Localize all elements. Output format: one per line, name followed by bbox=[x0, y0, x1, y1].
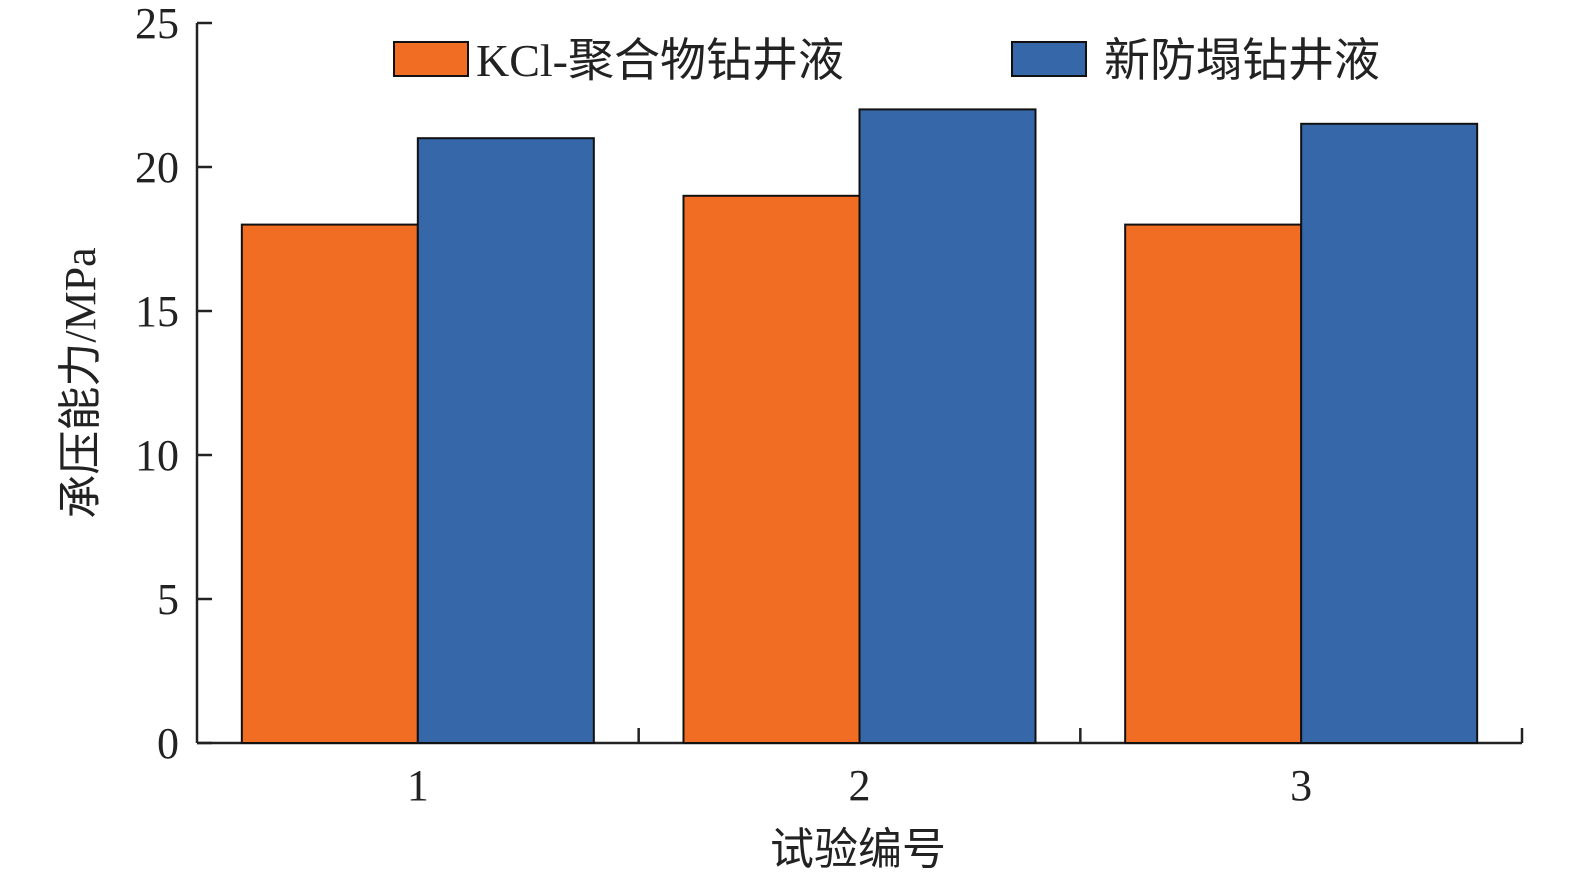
bar-series-1-cat-1 bbox=[240, 223, 419, 745]
y-tick-label: 20 bbox=[135, 143, 179, 192]
bar-series-2-cat-1 bbox=[416, 137, 595, 744]
bars bbox=[240, 108, 1479, 745]
legend-label-1: KCl-聚合物钻井液 bbox=[476, 35, 844, 86]
bar-series-2-cat-2 bbox=[858, 108, 1037, 744]
bar-series-1-cat-3 bbox=[1124, 223, 1303, 745]
x-axis-label: 试验编号 bbox=[770, 825, 946, 874]
bar-series-2-cat-3 bbox=[1300, 122, 1479, 745]
y-axis-label: 承压能力/MPa bbox=[56, 247, 105, 518]
legend-label-2: 新防塌钻井液 bbox=[1104, 35, 1380, 86]
y-tick-label: 0 bbox=[157, 719, 179, 768]
legend: KCl-聚合物钻井液 新防塌钻井液 bbox=[393, 35, 1380, 86]
y-ticks: 0 5 10 15 20 25 bbox=[135, 0, 212, 768]
y-tick-label: 25 bbox=[135, 0, 179, 48]
x-tick-label: 3 bbox=[1290, 761, 1312, 810]
y-tick-label: 15 bbox=[135, 287, 179, 336]
legend-swatch-2 bbox=[1011, 41, 1087, 77]
y-tick-label: 5 bbox=[157, 575, 179, 624]
legend-swatch-1 bbox=[393, 41, 469, 77]
bar-series-1-cat-2 bbox=[682, 194, 861, 745]
y-tick-label: 10 bbox=[135, 431, 179, 480]
x-tick-label: 1 bbox=[407, 761, 429, 810]
x-tick-label: 2 bbox=[849, 761, 871, 810]
x-ticks: 1 2 3 bbox=[407, 728, 1524, 810]
